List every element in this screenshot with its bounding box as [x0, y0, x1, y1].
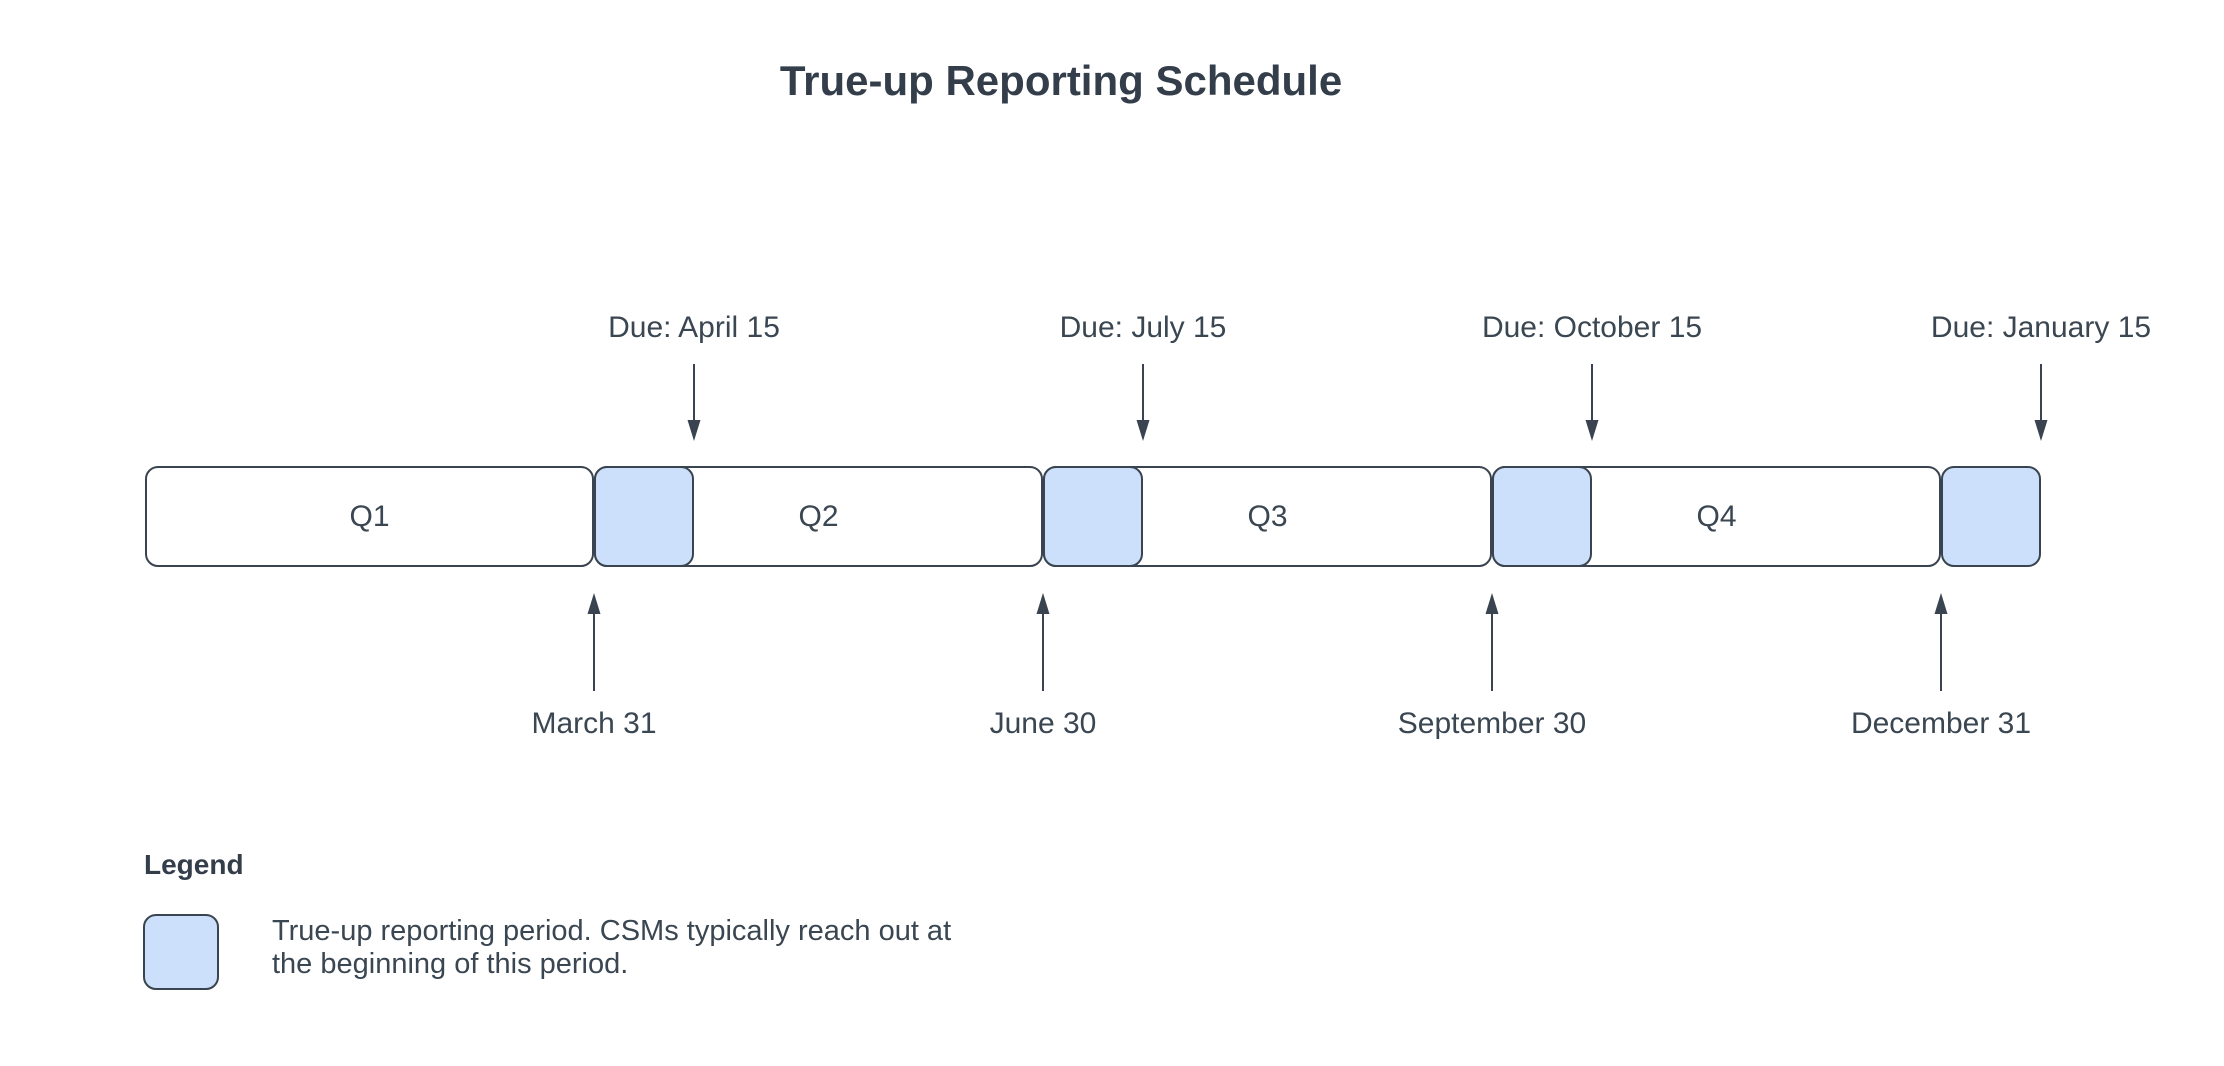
- quarter-end-label-q4: December 31: [1850, 707, 2032, 740]
- legend-reporting-period-swatch: [143, 914, 219, 990]
- arrow-up-icon: [1931, 592, 1951, 692]
- quarter-end-label-q3: September 30: [1397, 707, 1587, 740]
- due-date-label-q3: Due: October 15: [1481, 311, 1703, 344]
- arrow-up-icon: [584, 592, 604, 692]
- reporting-period-box-4: [1941, 466, 2041, 567]
- quarter-label: Q4: [1696, 499, 1737, 533]
- diagram-title: True-up Reporting Schedule: [779, 57, 1343, 104]
- quarter-end-label-q1: March 31: [531, 707, 657, 740]
- legend-text-line-2: the beginning of this period.: [272, 948, 629, 980]
- reporting-period-box-1: [594, 466, 694, 567]
- quarter-label: Q1: [349, 499, 390, 533]
- arrow-down-icon: [684, 364, 704, 442]
- legend-heading: Legend: [144, 849, 244, 880]
- legend-text-line-1: True-up reporting period. CSMs typically…: [272, 915, 952, 947]
- due-date-label-q1: Due: April 15: [608, 311, 780, 344]
- reporting-period-box-3: [1492, 466, 1592, 567]
- reporting-period-box-2: [1043, 466, 1143, 567]
- due-date-label-q2: Due: July 15: [1059, 311, 1227, 344]
- quarter-end-label-q2: June 30: [989, 707, 1097, 740]
- arrow-up-icon: [1033, 592, 1053, 692]
- quarter-label: Q3: [1247, 499, 1288, 533]
- arrow-down-icon: [1582, 364, 1602, 442]
- due-date-label-q4: Due: January 15: [1930, 311, 2152, 344]
- arrow-up-icon: [1482, 592, 1502, 692]
- arrow-down-icon: [1133, 364, 1153, 442]
- quarter-box-q1: Q1: [145, 466, 594, 567]
- legend-item-text: True-up reporting period. CSMs typically…: [272, 915, 1032, 981]
- arrow-down-icon: [2031, 364, 2051, 442]
- quarter-label: Q2: [798, 499, 839, 533]
